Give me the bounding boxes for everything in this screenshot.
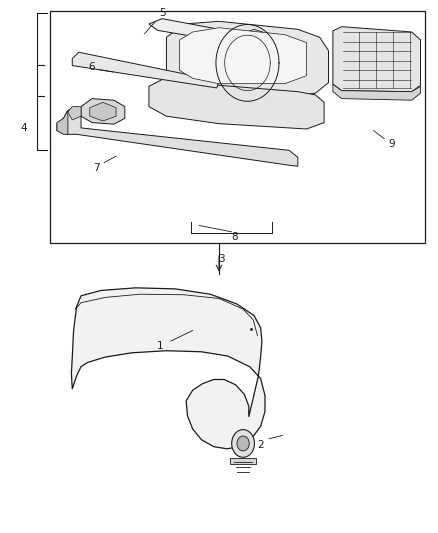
Text: 9: 9 — [389, 139, 396, 149]
Polygon shape — [149, 19, 245, 45]
Text: 3: 3 — [218, 254, 225, 263]
Polygon shape — [149, 77, 324, 129]
Text: 4: 4 — [21, 123, 28, 133]
Text: 6: 6 — [88, 62, 95, 71]
Polygon shape — [166, 21, 328, 97]
Polygon shape — [68, 107, 81, 120]
Polygon shape — [180, 28, 307, 84]
Polygon shape — [90, 102, 116, 121]
Polygon shape — [333, 84, 420, 100]
Bar — [50, 11, 425, 243]
Polygon shape — [57, 110, 68, 134]
Text: 8: 8 — [231, 232, 238, 242]
Text: 2: 2 — [257, 440, 264, 450]
Circle shape — [237, 436, 249, 451]
Polygon shape — [230, 458, 256, 464]
Polygon shape — [333, 27, 420, 92]
Polygon shape — [71, 288, 265, 449]
Text: 7: 7 — [93, 163, 100, 173]
Polygon shape — [81, 99, 125, 124]
Text: 1: 1 — [156, 342, 163, 351]
Polygon shape — [72, 52, 219, 88]
Text: 5: 5 — [159, 9, 166, 18]
Circle shape — [232, 430, 254, 457]
Polygon shape — [57, 107, 298, 166]
Polygon shape — [241, 29, 263, 45]
